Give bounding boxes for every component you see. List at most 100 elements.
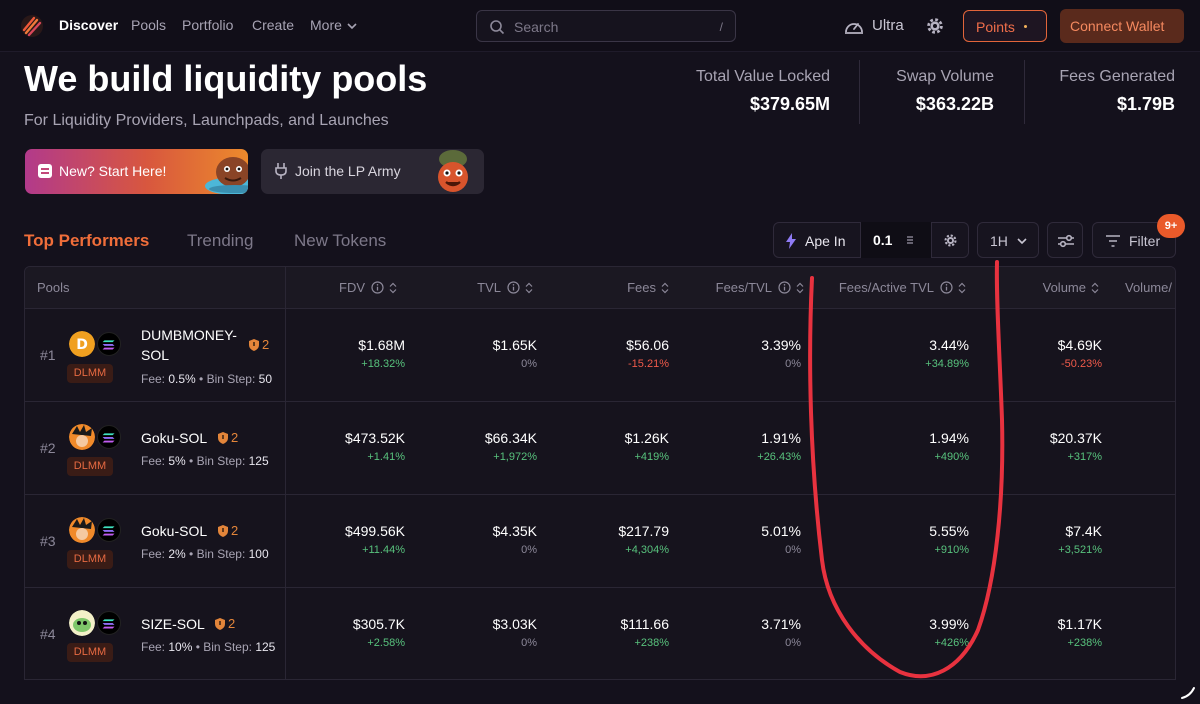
info-icon[interactable] [940, 281, 953, 294]
sort-icon[interactable] [661, 282, 669, 294]
chevron-down-icon [1017, 238, 1027, 245]
size-token-icon [69, 610, 95, 636]
fdv-change: +18.32% [361, 358, 405, 370]
sort-icon[interactable] [958, 282, 966, 294]
nav-create[interactable]: Create [252, 17, 295, 33]
fees-tvl-change: 0% [785, 544, 801, 556]
fees-active-tvl-cell: 3.44% +34.89% [925, 337, 969, 370]
pool-pair-name[interactable]: DUMBMONEY-SOL [141, 327, 237, 363]
fee-value: 10% [168, 640, 193, 654]
header-fees[interactable]: Fees [627, 280, 669, 295]
table-row[interactable]: #4 DLMM SIZE-SOL 2 Fee: 10% • Bin Step: … [25, 588, 1175, 679]
sort-icon[interactable] [1091, 282, 1099, 294]
fees-active-tvl-value: 1.94% [929, 430, 969, 446]
svg-text:D: D [76, 337, 88, 353]
resize-handle-icon[interactable] [1180, 684, 1196, 700]
header-fees-tvl[interactable]: Fees/TVL [716, 280, 804, 295]
fees-value: $217.79 [618, 523, 669, 539]
pool-type-badge: DLMM [67, 643, 113, 662]
nav-portfolio[interactable]: Portfolio [182, 17, 234, 33]
sol-token-icon [97, 332, 121, 356]
stat-divider [859, 60, 860, 124]
info-icon[interactable] [507, 281, 520, 294]
fdv-change: +2.58% [367, 637, 405, 649]
fee-value: 0.5% [168, 372, 196, 386]
speedometer-icon[interactable] [843, 16, 865, 36]
info-icon[interactable] [778, 281, 791, 294]
header-fdv[interactable]: FDV [339, 280, 397, 295]
ape-amount-input[interactable]: 0.1 [860, 222, 932, 258]
fees-change: +419% [634, 451, 669, 463]
gear-icon[interactable] [924, 15, 946, 37]
ape-in-button[interactable]: Ape In [805, 233, 846, 249]
tab-trending[interactable]: Trending [187, 231, 254, 250]
stat-value: $1.79B [1116, 94, 1175, 114]
fees-cell: $217.79 +4,304% [618, 523, 669, 556]
pool-pair-name[interactable]: SIZE-SOL [141, 616, 205, 632]
settings-sliders-button[interactable] [1047, 222, 1083, 258]
fees-cell: $1.26K +419% [625, 430, 669, 463]
nav-more[interactable]: More [310, 17, 342, 33]
connect-wallet-button[interactable]: Connect Wallet [1060, 9, 1184, 43]
header-tvl[interactable]: TVL [477, 280, 533, 295]
volume-change: +3,521% [1058, 544, 1102, 556]
points-button[interactable]: Points [963, 10, 1047, 42]
tab-top-performers[interactable]: Top Performers [24, 231, 150, 250]
fees-value: $56.06 [626, 337, 669, 353]
pool-fee-info: Fee: 2% • Bin Step: 100 [141, 547, 269, 561]
page-subtitle: For Liquidity Providers, Launchpads, and… [24, 112, 389, 129]
fee-label: Fee: [141, 640, 166, 654]
table-row[interactable]: #3 DLMM Goku-SOL 2 Fee: 2% • Bin Step: 1… [25, 495, 1175, 588]
start-here-button[interactable]: New? Start Here! [25, 149, 248, 194]
fees-active-tvl-cell: 5.55% +910% [929, 523, 969, 556]
shield-count: 2 [231, 523, 239, 538]
timeframe-select[interactable]: 1H [977, 222, 1039, 258]
dumbmoney-token-icon: D [69, 331, 95, 357]
ultra-toggle[interactable]: Ultra [872, 17, 904, 34]
nav-pools[interactable]: Pools [131, 17, 167, 33]
shield-count: 2 [262, 337, 270, 352]
header-volume[interactable]: Volume [1043, 280, 1099, 295]
sol-icon [907, 236, 913, 244]
header-volume-extra[interactable]: Volume/ [1125, 280, 1172, 295]
pool-type-badge: DLMM [67, 457, 113, 476]
search-input[interactable]: Search / [476, 10, 736, 42]
sol-token-icon [97, 425, 121, 449]
table-row[interactable]: #2 DLMM Goku-SOL 2 Fee: 5% • Bin Step: 1… [25, 402, 1175, 495]
pool-pair-name[interactable]: Goku-SOL [141, 523, 208, 539]
fee-value: 5% [168, 454, 186, 468]
pool-pair-name[interactable]: Goku-SOL [141, 430, 208, 446]
fdv-cell: $305.7K +2.58% [353, 616, 405, 649]
column-divider [285, 267, 286, 679]
points-label: Points [976, 19, 1015, 35]
header-pools[interactable]: Pools [37, 280, 70, 295]
bin-step-label: Bin Step: [196, 547, 246, 561]
chevron-down-icon[interactable] [345, 19, 359, 33]
goku-token-icon [69, 517, 95, 543]
nav-discover[interactable]: Discover [59, 17, 119, 33]
logo-icon[interactable] [20, 14, 44, 38]
fdv-cell: $473.52K +1.41% [345, 430, 405, 463]
header-fees-active-tvl[interactable]: Fees/Active TVL [839, 280, 966, 295]
sparkle-icon [1024, 25, 1027, 28]
sort-icon[interactable] [796, 282, 804, 294]
pool-type-badge: DLMM [67, 364, 113, 383]
fees-tvl-cell: 5.01% 0% [761, 523, 801, 556]
join-lp-army-button[interactable]: Join the LP Army [261, 149, 484, 194]
ape-in-control: Ape In 0.1 [773, 222, 969, 258]
shield-count: 2 [231, 430, 239, 445]
gear-icon[interactable] [942, 232, 959, 249]
tab-new-tokens[interactable]: New Tokens [294, 231, 387, 250]
shield-icon [218, 432, 228, 444]
stat-label: Fees Generated [1059, 68, 1175, 85]
volume-change: +317% [1067, 451, 1102, 463]
fees-change: -15.21% [628, 358, 669, 370]
fee-label: Fee: [141, 547, 166, 561]
table-row[interactable]: #1 D DLMM DUMBMONEY-SOL 2 Fee: 0.5% • Bi… [25, 309, 1175, 402]
sort-icon[interactable] [525, 282, 533, 294]
shield-icon [218, 525, 228, 537]
sort-icon[interactable] [389, 282, 397, 294]
stat-tvl: Total Value Locked $379.65M [696, 68, 830, 115]
info-icon[interactable] [371, 281, 384, 294]
tvl-value: $4.35K [492, 523, 537, 539]
